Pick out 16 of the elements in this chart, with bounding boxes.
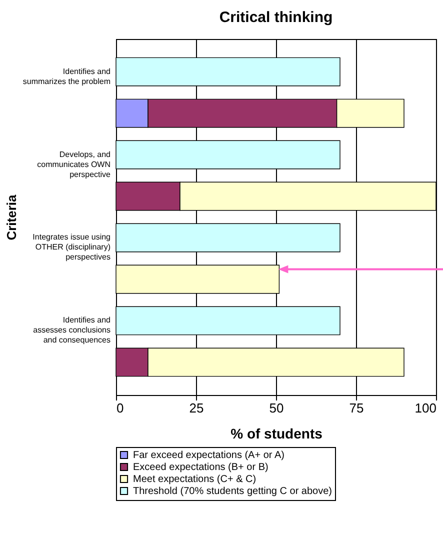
x-tick-label: 75 — [349, 400, 364, 416]
y-tick-label: Identifies and assesses conclusions and consequences — [33, 316, 110, 345]
x-tick-label: 0 — [116, 400, 124, 416]
y-tick-label: Identifies and summarizes the problem — [22, 66, 111, 86]
y-tick-label: Integrates issue using OTHER (disciplinary) perspectives — [32, 232, 111, 262]
legend-label: Meet expectations (C+ & C) — [133, 474, 256, 485]
legend-label: Far exceed expectations (A+ or A) — [133, 450, 284, 461]
x-tick-label: 50 — [269, 400, 284, 416]
y-tick-label: Develops, and communicates OWN perspective — [37, 150, 112, 179]
legend-label: Threshold (70% students getting C or above) — [133, 486, 332, 497]
legend-label: Exceed expectations (B+ or B) — [133, 462, 268, 473]
x-tick-label: 25 — [189, 400, 204, 416]
x-axis-title: % of students — [230, 426, 323, 442]
chart-title: Critical thinking — [219, 9, 333, 26]
x-tick-label: 100 — [414, 400, 436, 416]
y-axis-title: Criteria — [4, 194, 19, 240]
